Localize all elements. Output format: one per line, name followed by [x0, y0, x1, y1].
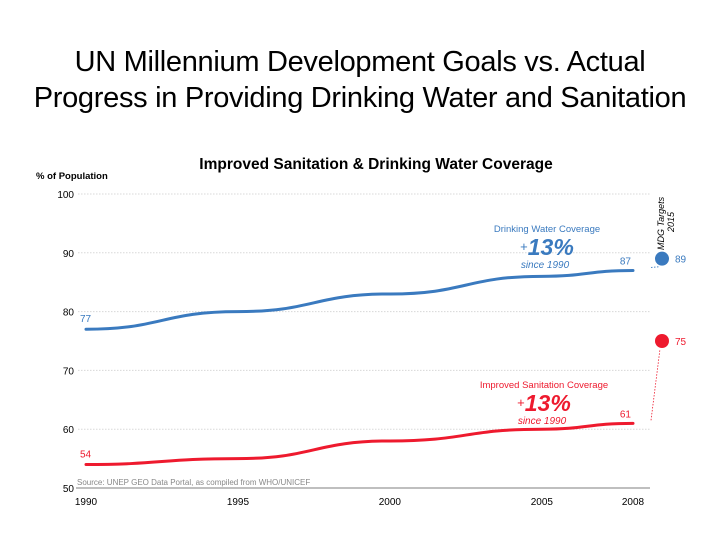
- y-tick-label: 100: [57, 190, 74, 201]
- y-tick-label: 90: [63, 249, 75, 260]
- x-tick-label: 2008: [622, 497, 645, 508]
- annotation-change-sign: +: [520, 239, 528, 254]
- chart-title: Improved Sanitation & Drinking Water Cov…: [199, 156, 553, 173]
- target-point-water: [655, 251, 669, 266]
- y-tick-label: 60: [63, 425, 75, 436]
- slide-title: UN Millennium Development Goals vs. Actu…: [0, 44, 720, 116]
- target-value-label: 75: [675, 337, 687, 348]
- end-value-label: 87: [620, 256, 632, 267]
- start-value-label: 77: [80, 314, 92, 325]
- annotation-title: Drinking Water Coverage: [494, 224, 600, 235]
- slide-title-line-2: Progress in Providing Drinking Water and…: [33, 82, 687, 114]
- x-tick-label: 1995: [227, 497, 250, 508]
- annotation-since: since 1990: [518, 416, 567, 427]
- x-tick-label: 2005: [531, 497, 554, 508]
- x-tick-label: 1990: [75, 497, 98, 508]
- target-label: MDG Targets 2015: [656, 196, 676, 250]
- y-tick-label: 70: [63, 366, 75, 377]
- target-label-line-2: 2015: [666, 211, 676, 233]
- end-value-label: 61: [620, 409, 632, 420]
- y-axis-ticks: 50 60 70 80 90 100: [57, 190, 74, 495]
- series-line-sanitation: [84, 421, 635, 466]
- annotation-change-value: 13%: [528, 234, 574, 260]
- target-connector-water: [650, 266, 661, 268]
- target-point-sanitation: [655, 334, 669, 348]
- series-line-water: [84, 268, 635, 331]
- target-label-line-1: MDG Targets: [656, 196, 666, 250]
- annotation-title: Improved Sanitation Coverage: [480, 380, 608, 391]
- gridlines: [78, 193, 650, 430]
- target-value-label: 89: [675, 255, 687, 266]
- annotation-change: +13%: [517, 390, 571, 416]
- annotation-change-sign: +: [517, 395, 525, 410]
- x-tick-label: 2000: [379, 497, 402, 508]
- x-axis-ticks: 1990 1995 2000 2005 2008: [75, 497, 645, 508]
- annotation-since: since 1990: [521, 260, 570, 271]
- y-tick-label: 50: [63, 484, 75, 495]
- annotation-change: +13%: [520, 234, 574, 260]
- annotation-change-value: 13%: [525, 390, 571, 416]
- y-axis-label: % of Population: [36, 171, 108, 182]
- y-tick-label: 80: [63, 308, 75, 319]
- source-note: Source: UNEP GEO Data Portal, as compile…: [77, 478, 310, 487]
- start-value-label: 54: [80, 449, 92, 460]
- slide-title-line-1: UN Millennium Development Goals vs. Actu…: [74, 46, 646, 78]
- target-connector-sanitation: [650, 348, 661, 421]
